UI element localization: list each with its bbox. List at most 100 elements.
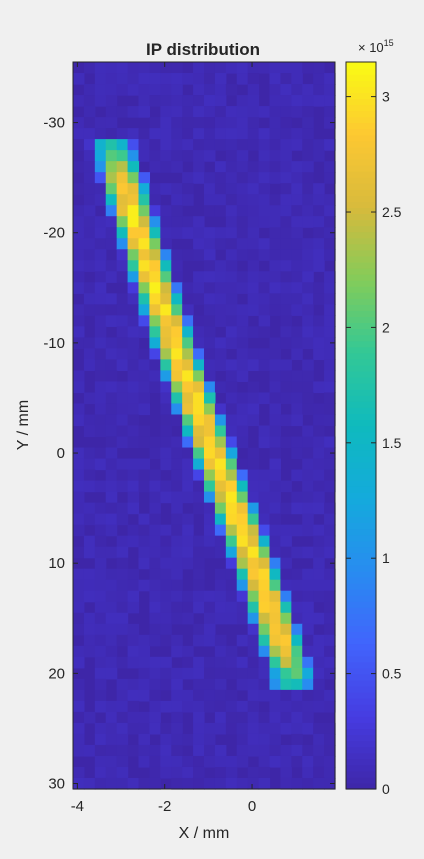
heatmap-cell [149, 205, 161, 217]
heatmap-cell [73, 503, 85, 515]
heatmap-cell [324, 690, 336, 702]
heatmap-cell [237, 128, 249, 140]
heatmap-cell [128, 106, 140, 118]
heatmap-cell [95, 249, 107, 261]
heatmap-cell [215, 304, 227, 316]
heatmap-cell [226, 216, 238, 228]
heatmap-cell [106, 569, 118, 581]
colorbar-step [346, 692, 376, 699]
heatmap-cell [84, 139, 96, 151]
heatmap-cell [237, 337, 249, 349]
heatmap-cell [270, 381, 282, 393]
heatmap-cell [324, 194, 336, 206]
heatmap-cell [182, 326, 194, 338]
heatmap-cell [259, 602, 271, 614]
heatmap-cell [171, 337, 183, 349]
heatmap-cell [302, 150, 314, 162]
heatmap-cell [313, 183, 325, 195]
colorbar-step [346, 771, 376, 778]
heatmap-cell [204, 536, 216, 548]
heatmap-cell [95, 95, 107, 107]
heatmap-cell [84, 514, 96, 526]
heatmap-cell [270, 459, 282, 471]
heatmap-cell [280, 558, 292, 570]
heatmap-cell [302, 690, 314, 702]
heatmap-cell [193, 437, 205, 449]
heatmap-cell [171, 448, 183, 460]
heatmap-cell [149, 437, 161, 449]
heatmap-cell [215, 547, 227, 559]
heatmap-cell [270, 359, 282, 371]
colorbar-step [346, 401, 376, 408]
heatmap-cell [291, 679, 303, 691]
heatmap-cell [248, 304, 260, 316]
heatmap-cell [280, 745, 292, 757]
heatmap-cell [226, 183, 238, 195]
heatmap-cell [160, 481, 172, 493]
heatmap-cell [182, 172, 194, 184]
heatmap-cell [270, 370, 282, 382]
heatmap-cell [73, 95, 85, 107]
heatmap-cell [204, 172, 216, 184]
heatmap-cell [106, 613, 118, 625]
heatmap-cell [259, 536, 271, 548]
heatmap-cell [193, 337, 205, 349]
heatmap-cell [215, 437, 227, 449]
heatmap-cell [128, 778, 140, 790]
heatmap-cell [139, 635, 151, 647]
heatmap-cell [106, 161, 118, 173]
heatmap-cell [280, 525, 292, 537]
heatmap-cell [84, 778, 96, 790]
heatmap-cell [160, 437, 172, 449]
heatmap-cell [280, 690, 292, 702]
heatmap-cell [280, 293, 292, 305]
heatmap-cell [95, 646, 107, 658]
heatmap-cell [270, 293, 282, 305]
heatmap-cell [204, 503, 216, 515]
heatmap-cell [215, 194, 227, 206]
heatmap-cell [84, 304, 96, 316]
heatmap-cell [324, 249, 336, 261]
heatmap-cell [160, 525, 172, 537]
heatmap-cell [128, 315, 140, 327]
heatmap-cell [193, 558, 205, 570]
y-tick-label: 20 [48, 665, 65, 682]
heatmap-cell [324, 580, 336, 592]
heatmap-cell [248, 326, 260, 338]
heatmap-cell [291, 249, 303, 261]
x-tick-label: -4 [71, 798, 84, 815]
colorbar-step [346, 250, 376, 257]
heatmap-cell [73, 569, 85, 581]
heatmap-cell [237, 492, 249, 504]
heatmap-cell [160, 128, 172, 140]
heatmap-cell [313, 536, 325, 548]
heatmap-cell [313, 426, 325, 438]
heatmap-cell [73, 216, 85, 228]
heatmap-cell [270, 602, 282, 614]
heatmap-cell [95, 282, 107, 294]
heatmap-cell [95, 183, 107, 195]
heatmap-cell [149, 95, 161, 107]
heatmap-cell [106, 492, 118, 504]
heatmap-cell [149, 326, 161, 338]
colorbar-step [346, 189, 376, 196]
heatmap-cell [171, 712, 183, 724]
heatmap-cell [106, 304, 118, 316]
heatmap-cell [237, 106, 249, 118]
heatmap-cell [139, 459, 151, 471]
heatmap-cell [128, 271, 140, 283]
heatmap-cell [160, 139, 172, 151]
heatmap-cell [280, 668, 292, 680]
heatmap-cell [313, 73, 325, 85]
heatmap-cell [182, 591, 194, 603]
heatmap-cell [248, 602, 260, 614]
heatmap-cell [302, 668, 314, 680]
heatmap-cell [171, 558, 183, 570]
heatmap-cell [313, 657, 325, 669]
colorbar-step [346, 298, 376, 305]
heatmap-cell [117, 690, 129, 702]
x-tick-label: 0 [248, 798, 256, 815]
heatmap-cell [237, 536, 249, 548]
heatmap-cell [128, 459, 140, 471]
heatmap-cell [226, 117, 238, 129]
